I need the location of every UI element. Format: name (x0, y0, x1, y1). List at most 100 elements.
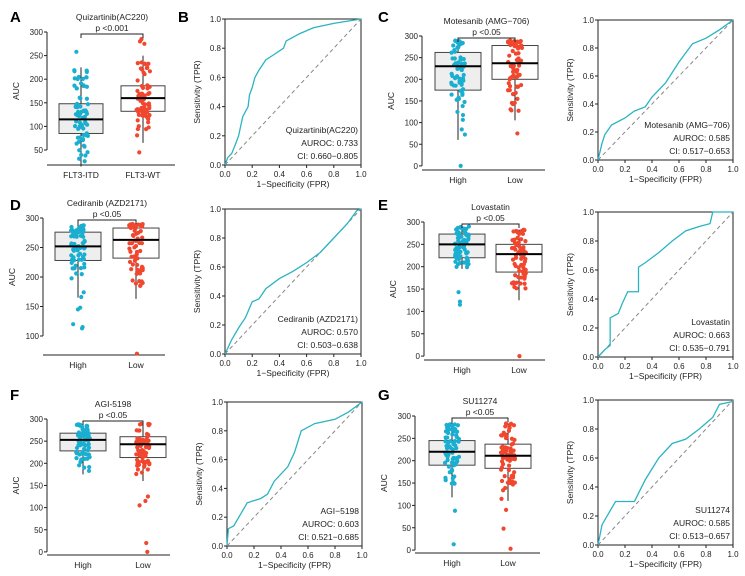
data-point (514, 57, 519, 63)
x-tick-label: 0.4 (646, 362, 658, 371)
data-point (518, 58, 524, 63)
data-point (504, 448, 509, 453)
data-point (129, 241, 135, 246)
data-point (86, 452, 91, 457)
data-point (462, 132, 468, 137)
data-point (455, 458, 460, 464)
data-point (455, 226, 460, 231)
x-tick-label: 1.0 (727, 165, 739, 174)
data-point (82, 456, 87, 461)
data-point (513, 273, 518, 278)
data-point (138, 248, 143, 254)
y-tick-label: 0.2 (583, 128, 595, 137)
y-axis-label: AUC (11, 82, 21, 100)
category-label: High (74, 560, 92, 570)
y-tick-label: 300 (398, 412, 412, 421)
data-point (140, 266, 145, 271)
y-axis-label: Sensitivity (TPR) (192, 250, 202, 313)
y-tick-label: 50 (409, 140, 418, 149)
y-axis-label: AUC (386, 92, 396, 110)
data-point (453, 38, 458, 43)
data-point (147, 69, 153, 74)
y-tick-label: 200 (26, 273, 40, 282)
data-point (77, 111, 83, 116)
x-axis-label: 1−Specificity (FPR) (258, 560, 331, 570)
data-point (519, 256, 524, 261)
data-point (133, 243, 139, 249)
data-point (146, 120, 151, 125)
x-tick-label: 0.0 (221, 551, 233, 560)
data-point (451, 83, 456, 88)
data-point (84, 429, 89, 434)
data-point (81, 83, 86, 89)
data-point (146, 423, 151, 428)
data-point (512, 237, 517, 242)
p-value-label: p <0.001 (95, 23, 129, 33)
y-tick-label: 100 (26, 332, 40, 341)
data-point (134, 471, 139, 477)
roc-panel-b: 0.00.0 0.2 0.2 0.4 0.4 0.6 0.6 0.8 0.8 1.0 1.0 1−Sp… (192, 15, 367, 189)
x-tick-label: 0.2 (619, 165, 631, 174)
roc-legend-line: CI: 0.513−0.657 (669, 531, 730, 541)
data-point (517, 244, 522, 249)
category-label: High (69, 360, 87, 370)
data-point (128, 223, 133, 228)
data-point (84, 434, 89, 439)
data-point (523, 256, 528, 262)
y-tick-label: 200 (30, 459, 44, 468)
diagonal-reference-line (224, 18, 362, 166)
data-point (139, 470, 145, 475)
data-point (142, 61, 147, 66)
outlier-point (142, 41, 147, 46)
data-point (82, 144, 87, 149)
data-point (135, 78, 140, 83)
data-point (511, 73, 516, 78)
diagonal-reference-line (597, 19, 734, 161)
data-point (449, 467, 455, 472)
data-point (78, 266, 84, 271)
y-tick-label: 0.4 (210, 292, 222, 301)
data-point (145, 65, 150, 70)
y-tick-label: 0.8 (583, 425, 595, 434)
data-point (506, 467, 511, 473)
x-tick-label: 0.8 (700, 362, 712, 371)
p-value-label: p <0.05 (476, 213, 505, 223)
y-tick-label: 300 (30, 415, 44, 424)
boxplot-panel-f: 0 50 100 150 200 250 300 AUC High Low p <0.05AGI-5… (11, 399, 170, 570)
data-point (454, 231, 459, 236)
x-tick-label: 0.2 (248, 551, 260, 560)
y-tick-label: 150 (30, 99, 44, 108)
y-tick-label: 0.4 (583, 295, 595, 304)
y-tick-label: 0.8 (210, 44, 222, 53)
data-point (135, 256, 140, 261)
data-point (72, 83, 77, 88)
data-point (512, 241, 518, 246)
data-point (512, 456, 517, 461)
data-point (146, 85, 151, 90)
data-point (464, 259, 470, 264)
data-point (455, 247, 461, 253)
data-point (515, 96, 520, 101)
x-tick-label: 0.2 (619, 362, 631, 371)
y-tick-label: 0.6 (583, 266, 595, 275)
roc-legend-line: CI: 0.521−0.685 (298, 532, 359, 542)
diagonal-reference-line (224, 208, 362, 355)
outlier-point (75, 307, 80, 312)
data-point (74, 234, 79, 239)
data-point (517, 268, 522, 273)
data-point (138, 271, 143, 276)
y-tick-label: 0.2 (210, 321, 222, 330)
y-tick-label: 1.0 (210, 205, 222, 214)
data-point (81, 441, 86, 446)
data-point (74, 86, 79, 91)
y-tick-label: 300 (407, 218, 421, 227)
data-point (452, 49, 458, 54)
p-value-label: p <0.05 (99, 410, 128, 420)
x-axis-label: 1−Specificity (FPR) (629, 371, 702, 381)
data-point (510, 441, 516, 446)
box (434, 51, 482, 91)
data-point (83, 153, 88, 158)
data-point (510, 48, 515, 54)
data-point (74, 141, 79, 146)
data-point (134, 231, 139, 236)
